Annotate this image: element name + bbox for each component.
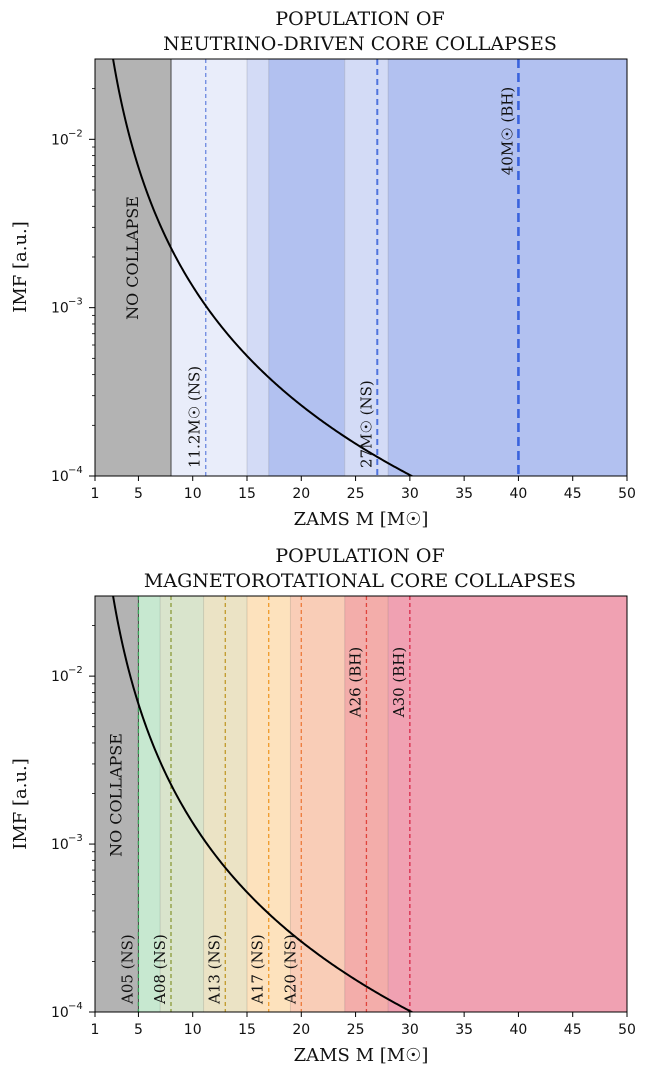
- y-axis-label: IMF [a.u.]: [10, 758, 31, 850]
- y-tick-label: 10: [51, 669, 69, 685]
- x-tick-label: 50: [618, 486, 636, 502]
- x-tick-label: 40: [510, 486, 528, 502]
- region-bands: [95, 59, 627, 476]
- x-tick-label: 5: [134, 486, 143, 502]
- region-band: [247, 59, 269, 476]
- x-tick-label: 25: [347, 1022, 365, 1038]
- x-tick-label: 10: [184, 1022, 202, 1038]
- annotations: NO COLLAPSE 11.2M☉ (NS) 27M☉ (NS) 40M☉ (BH): [123, 87, 516, 468]
- region-band: [95, 596, 139, 1012]
- x-axis-label: ZAMS M [M☉]: [294, 509, 429, 530]
- chart-magnetorotational: POPULATION OF MAGNETOROTATIONAL CORE COL…: [10, 545, 636, 1066]
- region-band: [388, 59, 627, 476]
- chart-title-line-2: MAGNETOROTATIONAL CORE COLLAPSES: [144, 570, 576, 592]
- marker-label: A26 (BH): [346, 647, 364, 719]
- no-collapse-label: NO COLLAPSE: [107, 733, 126, 857]
- x-axis-ticks: 1 5 10 15 20 25 30 35 40 45 50: [91, 1012, 636, 1038]
- region-band: [290, 596, 345, 1012]
- x-tick-label: 20: [292, 1022, 310, 1038]
- no-collapse-label: NO COLLAPSE: [123, 196, 142, 320]
- y-tick-label: 10: [51, 837, 69, 853]
- x-tick-label: 40: [510, 1022, 528, 1038]
- x-tick-label: 10: [184, 486, 202, 502]
- imf-curve: [112, 596, 414, 1012]
- marker-label: A08 (NS): [151, 934, 169, 1005]
- marker-label: A20 (NS): [281, 934, 299, 1005]
- chart-title-line-1: POPULATION OF: [275, 545, 444, 567]
- y-tick-label: 10: [51, 301, 69, 317]
- x-tick-label: 45: [564, 486, 582, 502]
- y-tick-label: 10: [51, 1005, 69, 1021]
- y-axis-ticks: 10−410−310−2: [51, 88, 95, 485]
- x-axis-ticks: 1 5 10 15 20 25 30 35 40 45 50: [91, 476, 636, 502]
- plot-frame: [94, 595, 628, 1013]
- region-band: [95, 59, 171, 476]
- x-tick-label: 30: [401, 486, 419, 502]
- x-tick-label: 50: [618, 1022, 636, 1038]
- x-tick-label: 15: [238, 486, 256, 502]
- x-tick-label: 35: [455, 486, 473, 502]
- region-band: [344, 59, 389, 476]
- x-tick-label: 30: [401, 1022, 419, 1038]
- x-tick-label: 5: [134, 1022, 143, 1038]
- chart-neutrino: POPULATION OF NEUTRINO-DRIVEN CORE COLLA…: [10, 8, 636, 530]
- region-band: [138, 596, 161, 1012]
- y-axis-label: IMF [a.u.]: [10, 221, 31, 313]
- x-tick-label: 45: [564, 1022, 582, 1038]
- y-tick-exponent: −3: [68, 297, 83, 308]
- imf-curve: [112, 59, 414, 476]
- marker-label: 27M☉ (NS): [357, 380, 375, 468]
- region-band: [388, 596, 627, 1012]
- region-band: [268, 59, 345, 476]
- y-tick-label: 10: [51, 469, 69, 485]
- x-tick-label: 20: [292, 486, 310, 502]
- y-tick-exponent: −2: [68, 665, 83, 676]
- marker-label: A13 (NS): [205, 934, 223, 1005]
- marker-label: A30 (BH): [390, 647, 408, 719]
- chart-title-line-1: POPULATION OF: [275, 8, 444, 30]
- x-tick-label: 1: [91, 486, 100, 502]
- x-tick-label: 25: [347, 486, 365, 502]
- x-tick-label: 35: [455, 1022, 473, 1038]
- marker-label: 40M☉ (BH): [498, 87, 516, 175]
- region-bands: [95, 596, 627, 1012]
- y-axis-ticks: 10−410−310−2: [51, 625, 95, 1021]
- x-axis-label: ZAMS M [M☉]: [294, 1045, 429, 1066]
- marker-label: 11.2M☉ (NS): [186, 366, 204, 468]
- y-tick-label: 10: [51, 132, 69, 148]
- annotations: NO COLLAPSE A05 (NS) A08 (NS) A13 (NS) A17 (…: [107, 647, 408, 1005]
- marker-label: A05 (NS): [118, 934, 136, 1005]
- y-tick-exponent: −2: [68, 128, 83, 139]
- plot-frame: [94, 58, 628, 477]
- x-tick-label: 15: [238, 1022, 256, 1038]
- x-tick-label: 1: [91, 1022, 100, 1038]
- marker-label: A17 (NS): [249, 934, 267, 1005]
- y-tick-exponent: −3: [68, 833, 83, 844]
- region-band: [171, 59, 247, 476]
- chart-title-line-2: NEUTRINO-DRIVEN CORE COLLAPSES: [163, 33, 557, 55]
- y-tick-exponent: −4: [68, 1001, 83, 1012]
- y-tick-exponent: −4: [68, 465, 83, 476]
